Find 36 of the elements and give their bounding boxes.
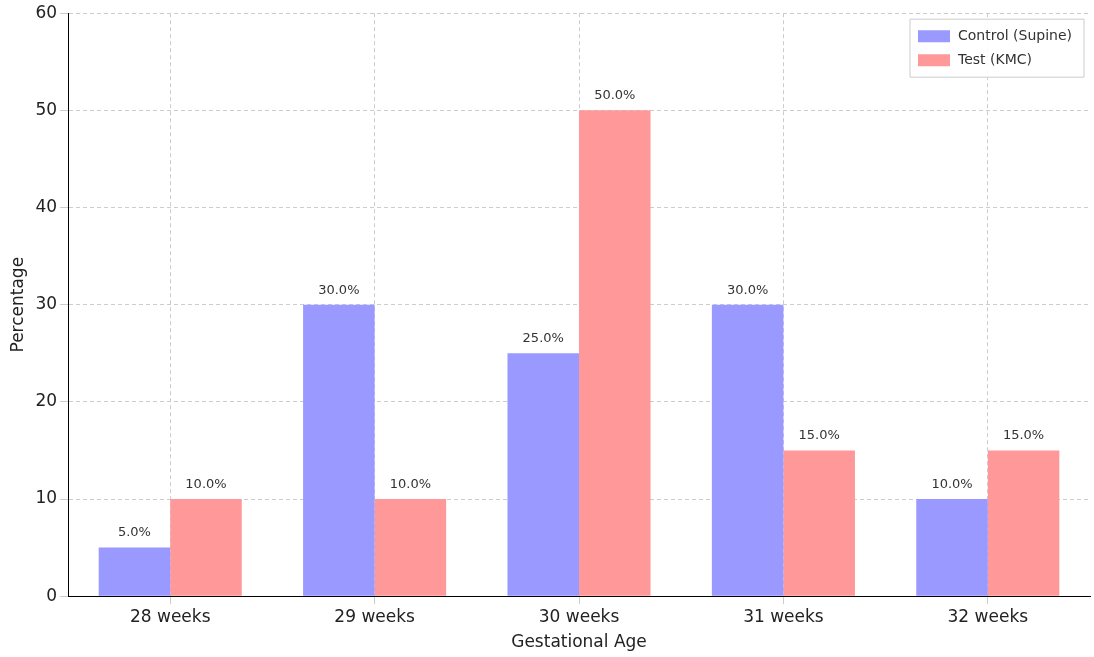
y-tick-label: 0	[46, 584, 58, 605]
data-label: 5.0%	[117, 524, 151, 540]
bar	[987, 450, 1060, 596]
bar	[783, 450, 855, 596]
bar	[916, 499, 988, 596]
data-label: 15.0%	[798, 427, 840, 443]
y-tick-label: 20	[35, 390, 58, 411]
data-label: 25.0%	[522, 330, 564, 346]
bar	[170, 499, 242, 596]
x-tick-label: 29 weeks	[334, 605, 416, 626]
y-tick-label: 60	[35, 1, 58, 22]
data-label: 30.0%	[726, 281, 769, 297]
legend-label: Control (Supine)	[958, 26, 1073, 43]
bar	[579, 110, 651, 596]
x-axis-title: Gestational Age	[511, 631, 647, 652]
data-label: 50.0%	[594, 87, 636, 103]
x-tick-label: 30 weeks	[538, 605, 620, 626]
bar	[711, 304, 784, 596]
bar	[303, 304, 375, 596]
y-tick-label: 40	[35, 195, 58, 216]
x-tick-label: 31 weeks	[743, 605, 824, 626]
bar	[507, 353, 580, 596]
data-label: 10.0%	[931, 475, 973, 491]
x-tick-label: 32 weeks	[947, 605, 1029, 626]
data-label: 10.0%	[185, 475, 227, 491]
data-label: 15.0%	[1002, 427, 1045, 443]
legend-label: Test (KMC)	[957, 50, 1032, 67]
y-tick-label: 30	[35, 293, 58, 314]
y-axis-title: Percentage	[6, 256, 27, 353]
data-label: 30.0%	[318, 281, 360, 297]
data-label: 10.0%	[389, 475, 432, 491]
y-tick-label: 10	[35, 487, 58, 508]
x-tick-label: 28 weeks	[129, 605, 211, 626]
bar	[374, 499, 447, 596]
bar	[98, 547, 171, 596]
y-tick-label: 50	[35, 98, 58, 119]
